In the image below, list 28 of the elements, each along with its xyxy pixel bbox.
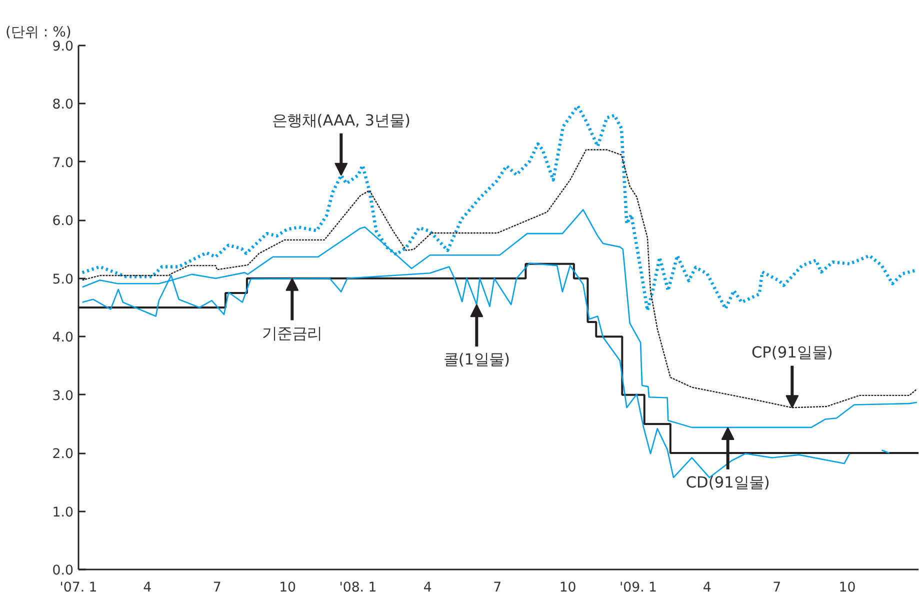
text: (단위 : %): [6, 24, 72, 40]
x-tick-label: 4: [423, 580, 432, 596]
x-tick-label: '08. 1: [339, 580, 377, 596]
annotation: CD(91일물): [686, 473, 770, 492]
x-tick-label: 10: [279, 580, 296, 596]
x-tick-label: 7: [493, 580, 502, 596]
y-tick-label: 8.0: [52, 98, 74, 113]
x-tick-label: '09. 1: [619, 580, 658, 596]
annotation: 콜(1일물): [443, 350, 510, 369]
y-tick-label: 1.0: [52, 505, 74, 520]
y-tick-label: 6.0: [52, 214, 74, 230]
x-tick-label: 4: [702, 580, 712, 596]
y-tick-label: 4.0: [52, 330, 74, 346]
y-tick-label: 0.0: [52, 564, 74, 578]
x-tick-label: 10: [838, 580, 856, 596]
annotation: 은행채(AAA, 3년물): [272, 111, 411, 130]
y-tick-label: 2.0: [52, 447, 74, 462]
y-tick-label: 7.0: [52, 156, 74, 171]
annotation: CP(91일물): [751, 344, 833, 362]
y-tick-label: 5.0: [52, 272, 74, 288]
y-tick-label: 3.0: [52, 388, 74, 404]
y-tick-label: 9.0: [52, 40, 74, 54]
x-tick-label: '07. 1: [60, 580, 98, 596]
x-tick-label: 4: [143, 580, 152, 596]
x-tick-label: 7: [772, 580, 782, 596]
x-tick-label: 7: [212, 580, 222, 596]
annotation: 기준금리: [262, 324, 322, 342]
x-tick-label: 10: [559, 580, 576, 596]
